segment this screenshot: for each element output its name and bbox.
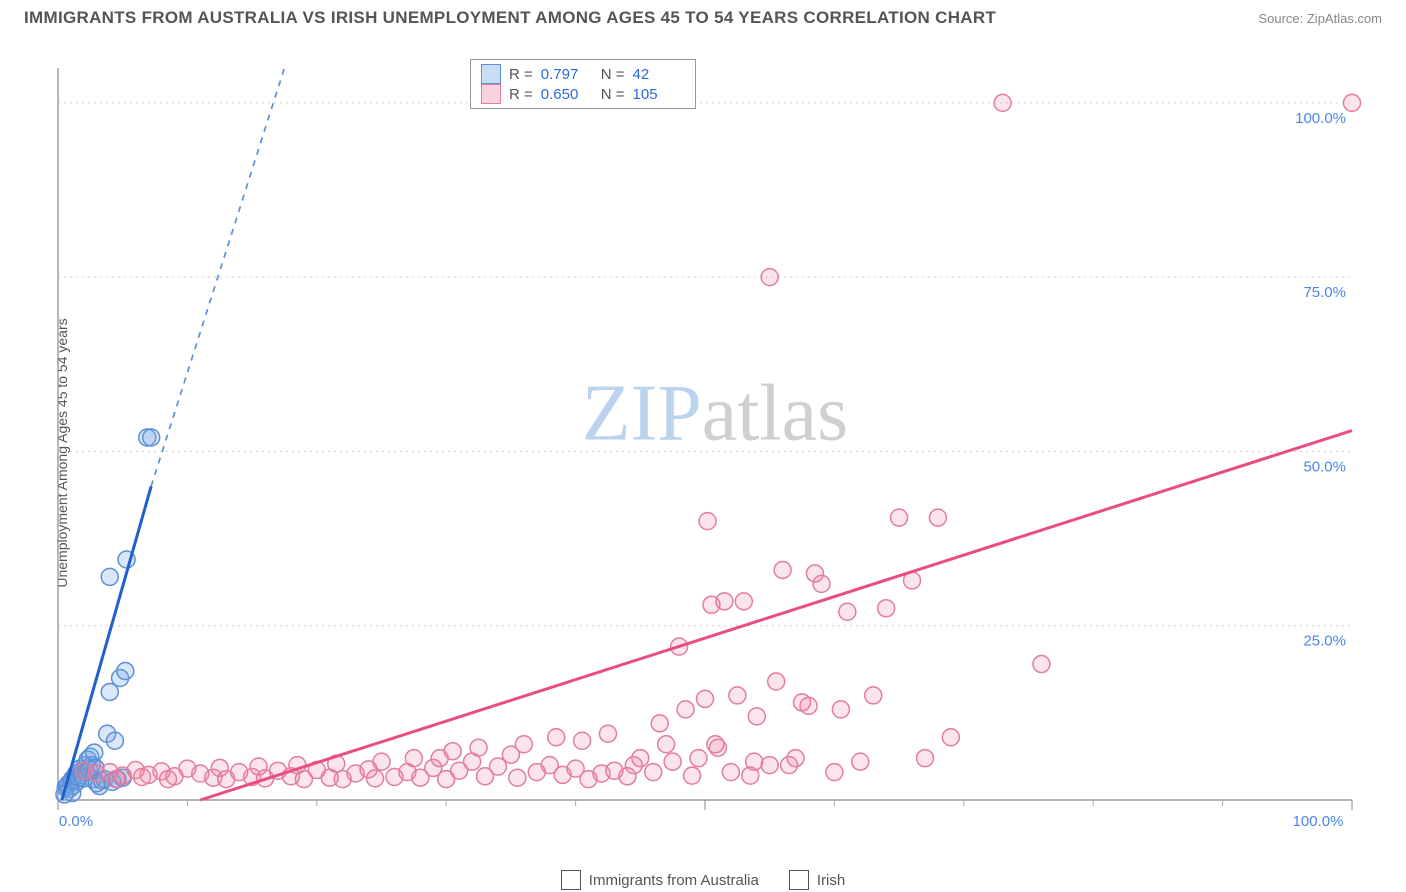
scatter-chart: Unemployment Among Ages 45 to 54 years 2… — [50, 60, 1380, 830]
swatch-series-b — [789, 870, 809, 890]
r-value-a: 0.797 — [541, 66, 593, 83]
series-legend: Immigrants from Australia Irish — [0, 870, 1406, 890]
stats-row-a: R = 0.797 N = 42 — [481, 64, 685, 84]
svg-text:100.0%: 100.0% — [1293, 813, 1344, 830]
svg-text:50.0%: 50.0% — [1303, 458, 1346, 475]
n-value-a: 42 — [633, 66, 685, 83]
swatch-series-a — [561, 870, 581, 890]
r-label: R = — [509, 86, 533, 103]
swatch-series-b — [481, 84, 501, 104]
n-label: N = — [601, 66, 625, 83]
legend-label-b: Irish — [817, 872, 845, 889]
chart-title: IMMIGRANTS FROM AUSTRALIA VS IRISH UNEMP… — [24, 8, 996, 28]
chart-svg: 25.0% 50.0% 75.0% 100.0% 0.0% 100.0% — [50, 60, 1380, 830]
swatch-series-a — [481, 64, 501, 84]
n-label: N = — [601, 86, 625, 103]
svg-text:25.0%: 25.0% — [1303, 633, 1346, 650]
svg-text:100.0%: 100.0% — [1295, 110, 1346, 127]
svg-text:75.0%: 75.0% — [1303, 284, 1346, 301]
stats-row-b: R = 0.650 N = 105 — [481, 84, 685, 104]
n-value-b: 105 — [633, 86, 685, 103]
svg-text:0.0%: 0.0% — [59, 813, 93, 830]
source-attribution: Source: ZipAtlas.com — [1258, 11, 1382, 26]
stats-legend: R = 0.797 N = 42 R = 0.650 N = 105 — [470, 59, 696, 109]
r-value-b: 0.650 — [541, 86, 593, 103]
legend-item-b: Irish — [789, 870, 845, 890]
legend-item-a: Immigrants from Australia — [561, 870, 759, 890]
legend-label-a: Immigrants from Australia — [589, 872, 759, 889]
r-label: R = — [509, 66, 533, 83]
